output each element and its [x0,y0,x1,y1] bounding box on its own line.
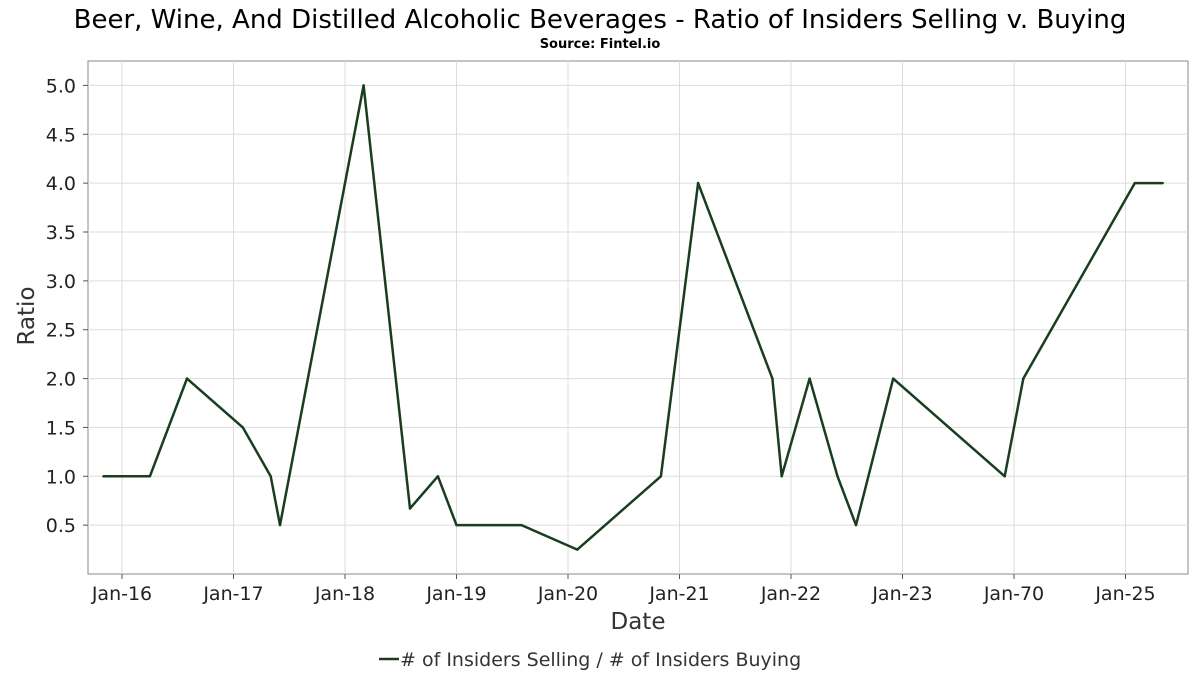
x-tick-label: Jan-17 [202,583,263,605]
series-point [576,548,579,551]
grid-lines [88,61,1188,574]
y-tick-label: 4.0 [46,173,76,195]
x-tick-label: Jan-23 [871,583,932,605]
series-point [836,475,839,478]
x-tick-label: Jan-18 [314,583,375,605]
y-tick-label: 1.0 [46,466,76,488]
chart-subtitle: Source: Fintel.io [540,37,661,52]
x-tick-label: Jan-22 [760,583,821,605]
series-point [102,475,105,478]
x-tick-label: Jan-25 [1094,583,1155,605]
series-point [659,475,663,478]
y-tick-label: 3.0 [46,271,76,293]
series-point [696,181,700,185]
x-axis-label: Date [611,609,666,635]
y-tick-label: 1.5 [46,417,76,439]
x-tick-label: Jan-21 [648,583,709,605]
series-point [1003,475,1006,478]
series-point [854,523,858,527]
series-point [120,475,124,478]
chart-title: Beer, Wine, And Distilled Alcoholic Beve… [74,5,1127,35]
series-point [241,426,244,429]
series-point [436,475,440,478]
legend: # of Insiders Selling / # of Insiders Bu… [379,649,801,671]
series-point [1133,181,1137,185]
series-point [520,523,523,527]
y-tick-label: 2.0 [46,369,76,391]
series-point [278,523,282,527]
series-point [408,507,412,510]
x-tick-label: Jan-20 [537,583,598,605]
y-axis-label: Ratio [14,286,40,345]
y-tick-label: 2.5 [46,320,76,342]
series-point [1022,377,1025,380]
y-tick-label: 0.5 [46,515,76,537]
series-point [1161,181,1164,185]
x-axis-ticks: Jan-16 Jan-17 Jan-18 Jan-19 Jan-20 Jan-21 Jan-… [91,574,1156,605]
x-tick-label: Jan-16 [91,583,152,605]
y-axis-ticks: 0.5 1.0 1.5 2.0 2.5 3.0 3.5 4.0 4.5 5.0 [46,75,88,537]
series-point [892,377,895,380]
x-tick-label: Jan-19 [425,583,486,605]
series-point [148,475,152,478]
series-point [455,523,458,527]
series-point [185,377,189,380]
plot-area [87,60,1189,575]
series-points [102,84,1164,551]
y-tick-label: 4.5 [46,124,76,146]
series-point [771,377,774,380]
y-tick-label: 5.0 [46,75,76,97]
series-point [808,377,811,380]
series-point [780,475,783,478]
series-point [269,475,272,478]
legend-label: # of Insiders Selling / # of Insiders Bu… [400,649,801,671]
x-tick-label: Jan-70 [983,583,1044,605]
series-point [362,84,365,87]
y-tick-label: 3.5 [46,222,76,244]
